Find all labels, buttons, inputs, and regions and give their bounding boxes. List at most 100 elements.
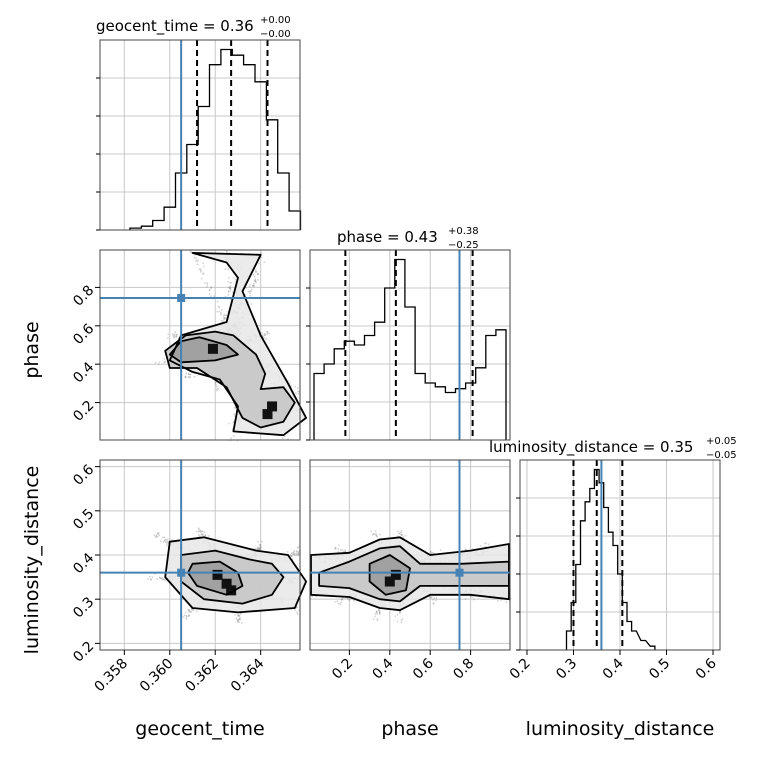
- sample-point: [378, 609, 380, 611]
- sample-point: [210, 286, 212, 288]
- sample-point: [155, 535, 158, 538]
- sample-point: [344, 550, 346, 553]
- sample-point: [197, 530, 200, 533]
- sample-point: [224, 268, 227, 270]
- sample-point: [198, 535, 201, 537]
- sample-point: [220, 320, 223, 322]
- sample-point: [158, 534, 160, 537]
- sample-point: [188, 610, 190, 613]
- sample-point: [292, 553, 294, 556]
- sample-point: [433, 597, 436, 599]
- sample-point: [262, 336, 264, 338]
- sample-point: [204, 282, 206, 284]
- sample-point: [185, 616, 188, 618]
- title-phase-plus: +0.38: [448, 226, 479, 237]
- sample-point: [398, 532, 400, 535]
- sample-point: [204, 534, 206, 537]
- sample-point: [398, 611, 401, 613]
- sample-point: [401, 534, 404, 536]
- sample-point: [216, 385, 218, 388]
- sample-point: [465, 548, 467, 551]
- contour-line: [368, 554, 411, 596]
- sample-point: [264, 332, 266, 335]
- sample-point: [233, 413, 235, 415]
- y-tick-label-luminosity_distance: 0.4: [70, 550, 97, 577]
- sample-point: [252, 285, 255, 287]
- sample-point: [206, 282, 208, 284]
- sample-point: [293, 550, 295, 552]
- sample-point: [245, 287, 247, 289]
- sample-point: [230, 282, 233, 284]
- density-peak: [267, 401, 278, 412]
- sample-point: [294, 554, 296, 556]
- sample-point: [238, 618, 240, 621]
- histogram-phase: [313, 258, 507, 440]
- sample-point: [342, 550, 345, 553]
- sample-point: [287, 438, 289, 440]
- sample-point: [189, 373, 191, 376]
- sample-point: [292, 551, 295, 554]
- sample-point: [153, 534, 155, 537]
- sample-point: [190, 250, 192, 252]
- sample-point: [210, 287, 213, 289]
- sample-point: [374, 530, 377, 532]
- sample-point: [164, 579, 166, 582]
- sample-point: [189, 376, 191, 379]
- sample-point: [198, 530, 201, 532]
- sample-point: [296, 606, 299, 609]
- sample-point: [170, 539, 173, 541]
- sample-point: [259, 548, 261, 550]
- sample-point: [261, 331, 264, 334]
- sample-point: [259, 543, 262, 546]
- x-tick-label-luminosity_distance: 0.5: [646, 656, 673, 683]
- x-tick-label-geocent_time: 0.362: [182, 656, 222, 696]
- contour-line: [180, 549, 285, 605]
- sample-point: [216, 310, 219, 313]
- sample-point: [289, 384, 292, 387]
- sample-point: [199, 529, 202, 532]
- sample-point: [377, 609, 380, 611]
- sample-point: [187, 373, 190, 376]
- sample-point: [227, 290, 230, 293]
- sample-point: [216, 389, 218, 392]
- sample-point: [197, 527, 200, 530]
- sample-point: [234, 613, 236, 616]
- density-peak: [226, 585, 237, 596]
- sample-point: [164, 539, 166, 541]
- sample-point: [287, 380, 289, 382]
- contour-line: [310, 536, 510, 612]
- sample-point: [183, 614, 186, 617]
- sample-point: [160, 577, 162, 579]
- sample-point: [236, 621, 239, 623]
- sample-point: [290, 555, 293, 557]
- sample-point: [151, 576, 154, 578]
- sample-point: [249, 283, 251, 286]
- sample-point: [378, 610, 381, 612]
- sample-point: [289, 554, 292, 557]
- sample-point: [163, 536, 166, 539]
- sample-point: [224, 314, 226, 316]
- sample-point: [195, 257, 197, 259]
- sample-point: [192, 608, 194, 611]
- sample-point: [164, 578, 167, 580]
- sample-point: [259, 544, 262, 546]
- sample-point: [294, 385, 296, 388]
- sample-point: [224, 295, 227, 298]
- sample-point: [370, 530, 372, 533]
- sample-point: [159, 577, 161, 579]
- sample-point: [432, 602, 435, 604]
- sample-point: [500, 599, 502, 601]
- sample-point: [298, 609, 300, 612]
- sample-point: [431, 551, 434, 554]
- sample-point: [250, 290, 252, 293]
- sample-point: [347, 550, 350, 553]
- sample-point: [464, 548, 467, 551]
- sample-point: [229, 289, 232, 292]
- sample-point: [296, 546, 299, 549]
- sample-point: [258, 547, 260, 550]
- sample-point: [376, 619, 379, 622]
- sample-point: [224, 317, 226, 320]
- sample-point: [232, 291, 234, 294]
- title-geocent-time: geocent_time = 0.36: [96, 17, 254, 36]
- sample-point: [150, 578, 153, 581]
